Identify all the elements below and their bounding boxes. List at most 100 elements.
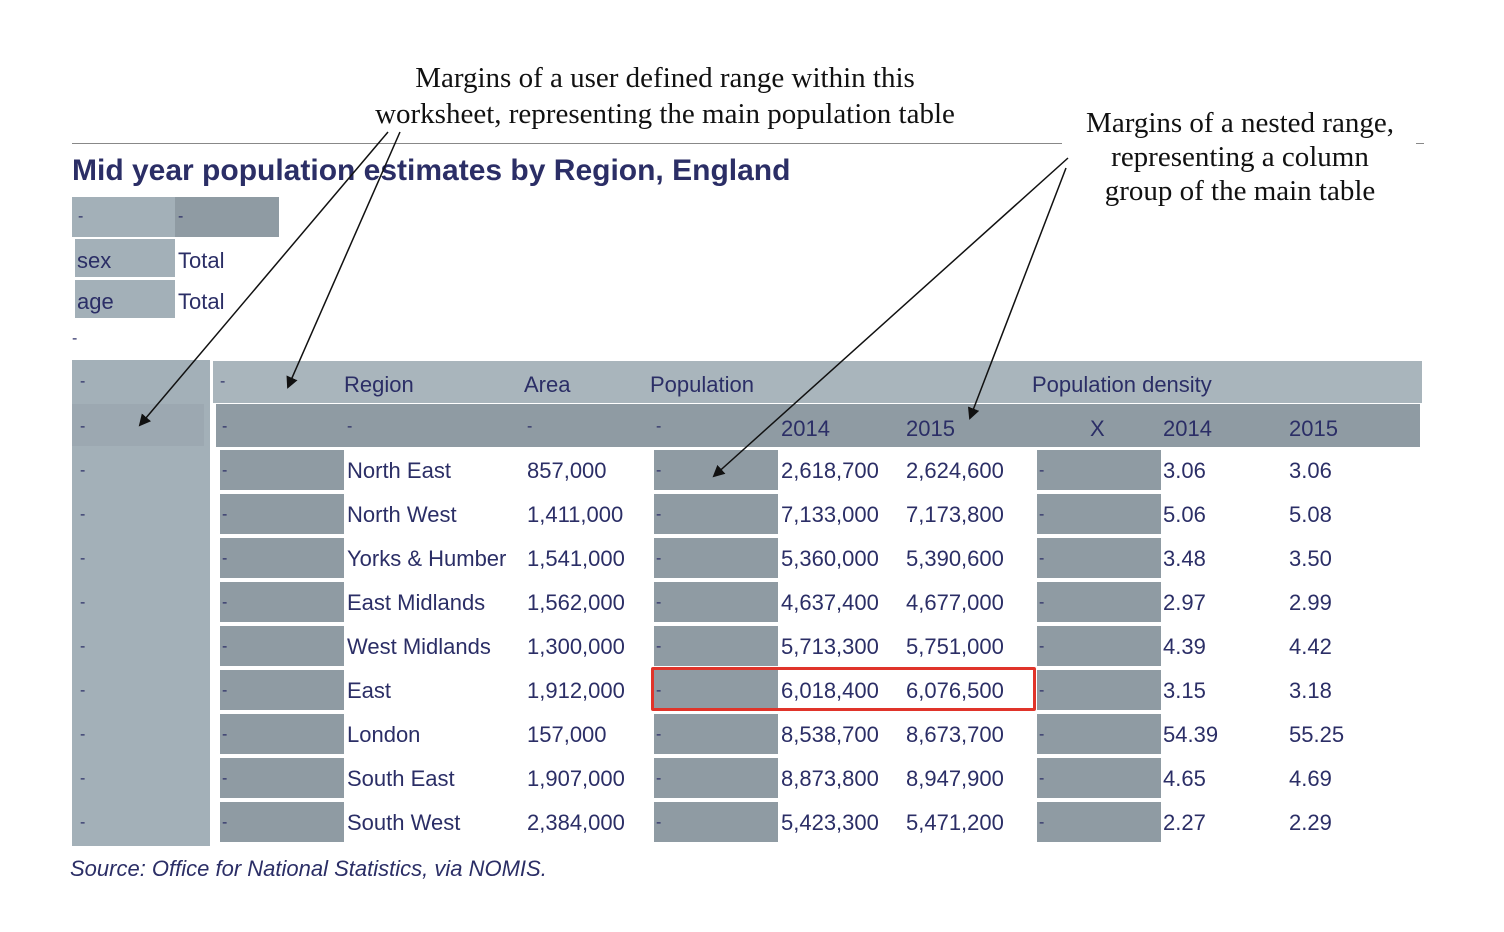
header-area: Area — [524, 372, 571, 397]
row-density-margin-dash: - — [1039, 550, 1045, 567]
row-density-margin-block — [1037, 758, 1161, 798]
row-density-2015: 2.29 — [1289, 810, 1332, 835]
header-population-density: Population density — [1032, 372, 1212, 397]
row-density-margin-block — [1037, 494, 1161, 534]
user-range-dash: - — [80, 726, 86, 743]
filter-top-left — [72, 197, 175, 237]
row-margin-block — [220, 494, 344, 534]
row-density-margin-dash: - — [1039, 638, 1045, 655]
table-header-row-2 — [216, 404, 1420, 447]
filter-top-right-dash: - — [178, 208, 184, 225]
row-margin-block — [220, 582, 344, 622]
row-density-2015: 3.18 — [1289, 678, 1332, 703]
user-range-dash: - — [80, 638, 86, 655]
row-region: North West — [347, 502, 457, 527]
range-annotation-line-1: Margins of a user defined range within t… — [415, 62, 915, 94]
nested-annotation-line-2: representing a column — [1111, 141, 1369, 173]
row-region: West Midlands — [347, 634, 491, 659]
row-pop-2015: 4,677,000 — [906, 590, 1004, 615]
range-annotation: Margins of a user defined range within t… — [330, 60, 1000, 132]
user-range-dash: - — [80, 550, 86, 567]
row-density-2014: 4.65 — [1163, 766, 1206, 791]
nested-range-highlight — [651, 667, 1036, 711]
row-margin-dash: - — [222, 638, 228, 655]
row-pop-margin-dash: - — [656, 770, 662, 787]
row-area: 1,912,000 — [527, 678, 625, 703]
user-range-margin — [72, 360, 210, 846]
filter-separator: - — [72, 330, 78, 347]
row-density-2014: 3.15 — [1163, 678, 1206, 703]
row-density-2014: 3.48 — [1163, 546, 1206, 571]
row-density-margin-block — [1037, 714, 1161, 754]
row-margin-dash: - — [222, 550, 228, 567]
row-pop-2014: 8,873,800 — [781, 766, 879, 791]
row-margin-dash: - — [222, 506, 228, 523]
row-pop-2015: 8,947,900 — [906, 766, 1004, 791]
user-range-dash: - — [80, 462, 86, 479]
row-pop-margin-block — [654, 802, 778, 842]
row-region: North East — [347, 458, 451, 483]
annotation-rule — [72, 143, 1062, 144]
row-pop-2014: 8,538,700 — [781, 722, 879, 747]
row-pop-2014: 5,423,300 — [781, 810, 879, 835]
row-density-margin-block — [1037, 538, 1161, 578]
row-region: East — [347, 678, 392, 703]
row-margin-block — [220, 626, 344, 666]
row-margin-block — [220, 802, 344, 842]
row-area: 857,000 — [527, 458, 607, 483]
row-pop-2014: 4,637,400 — [781, 590, 879, 615]
header-density-2014: 2014 — [1163, 416, 1212, 441]
row-density-margin-dash: - — [1039, 726, 1045, 743]
row-margin-dash: - — [222, 594, 228, 611]
row-margin-block — [220, 670, 344, 710]
header2-pop-margin: - — [656, 418, 662, 435]
row-area: 1,411,000 — [527, 502, 624, 527]
row-density-2014: 5.06 — [1163, 502, 1206, 527]
row-pop-margin-block — [654, 714, 778, 754]
row-margin-block — [220, 758, 344, 798]
row-density-margin-block — [1037, 802, 1161, 842]
row-margin-block — [220, 714, 344, 754]
row-density-2015: 2.99 — [1289, 590, 1332, 615]
row-density-2015: 5.08 — [1289, 502, 1332, 527]
row-margin-dash: - — [222, 462, 228, 479]
table-header-row-1 — [213, 361, 1422, 403]
row-area: 1,907,000 — [527, 766, 625, 791]
row-pop-2014: 7,133,000 — [781, 502, 879, 527]
row-density-2014: 2.97 — [1163, 590, 1206, 615]
row-density-margin-block — [1037, 450, 1161, 490]
row-density-2015: 3.06 — [1289, 458, 1332, 483]
header-density-2015: 2015 — [1289, 416, 1338, 441]
nested-annotation-line-3: group of the main table — [1104, 175, 1376, 207]
filter-age-label-bg — [75, 280, 175, 318]
range-annotation-line-2: worksheet, representing the main populat… — [375, 98, 955, 130]
filter-age-label: age — [77, 289, 114, 314]
row-region: South West — [347, 810, 461, 835]
row-density-margin-dash: - — [1039, 462, 1045, 479]
row-area: 1,541,000 — [527, 546, 625, 571]
source-note: Source: Office for National Statistics, … — [70, 856, 547, 881]
row-pop-2014: 2,618,700 — [781, 458, 879, 483]
page-title: Mid year population estimates by Region,… — [72, 154, 791, 187]
user-range-dash: - — [80, 373, 86, 390]
filter-sex-label-bg — [75, 239, 175, 277]
filter-sex-label: sex — [77, 248, 112, 273]
row-region: East Midlands — [347, 590, 486, 615]
row-density-2015: 4.69 — [1289, 766, 1332, 791]
row-density-2014: 3.06 — [1163, 458, 1206, 483]
row-pop-margin-block — [654, 670, 778, 710]
user-range-dash: - — [80, 418, 86, 435]
user-range-margin-inner — [72, 404, 204, 446]
row-pop-margin-dash: - — [656, 550, 662, 567]
row-density-margin-dash: - — [1039, 682, 1045, 699]
row-density-margin-dash: - — [1039, 814, 1045, 831]
row-pop-2015: 7,173,800 — [906, 502, 1004, 527]
row-density-2014: 4.39 — [1163, 634, 1206, 659]
row-margin-dash: - — [222, 726, 228, 743]
row-pop-margin-dash: - — [656, 462, 662, 479]
header1-margin-dash: - — [220, 373, 226, 390]
user-range-dash: - — [80, 770, 86, 787]
row-density-margin-block — [1037, 626, 1161, 666]
row-region: Yorks & Humber — [347, 546, 507, 571]
